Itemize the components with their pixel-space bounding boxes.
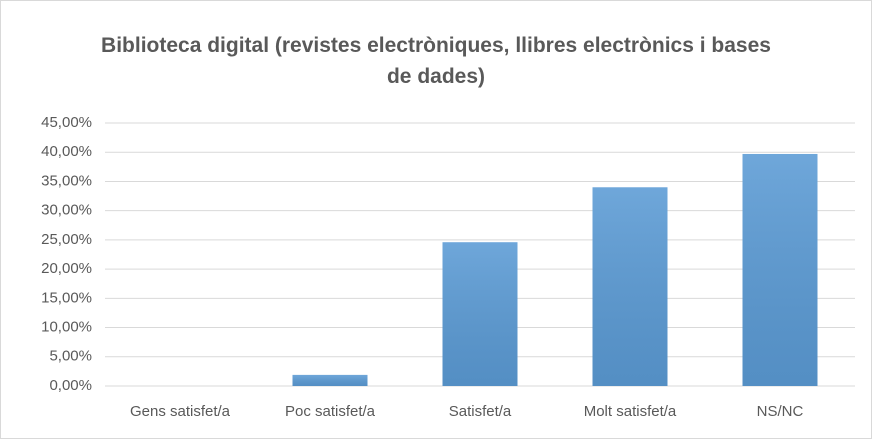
- y-tick-label: 0,00%: [49, 377, 92, 394]
- y-tick-label: 45,00%: [41, 114, 92, 131]
- y-tick-label: 5,00%: [49, 348, 92, 365]
- x-tick-label: NS/NC: [757, 403, 804, 420]
- y-tick-label: 35,00%: [41, 172, 92, 189]
- y-tick-label: 25,00%: [41, 231, 92, 248]
- bar-shade: [742, 153, 818, 386]
- x-tick-label: Molt satisfet/a: [584, 403, 677, 420]
- y-tick-label: 30,00%: [41, 202, 92, 219]
- x-tick-label: Satisfet/a: [449, 403, 512, 420]
- x-tick-label: Gens satisfet/a: [130, 403, 231, 420]
- bar-shade: [292, 374, 368, 386]
- y-tick-label: 10,00%: [41, 319, 92, 336]
- y-tick-label: 15,00%: [41, 289, 92, 306]
- y-tick-label: 20,00%: [41, 260, 92, 277]
- bar-shade: [442, 242, 518, 386]
- bar-shade: [592, 187, 668, 386]
- y-tick-label: 40,00%: [41, 143, 92, 160]
- chart-title: Biblioteca digital (revistes electròniqu…: [101, 34, 771, 88]
- x-tick-label: Poc satisfet/a: [285, 403, 376, 420]
